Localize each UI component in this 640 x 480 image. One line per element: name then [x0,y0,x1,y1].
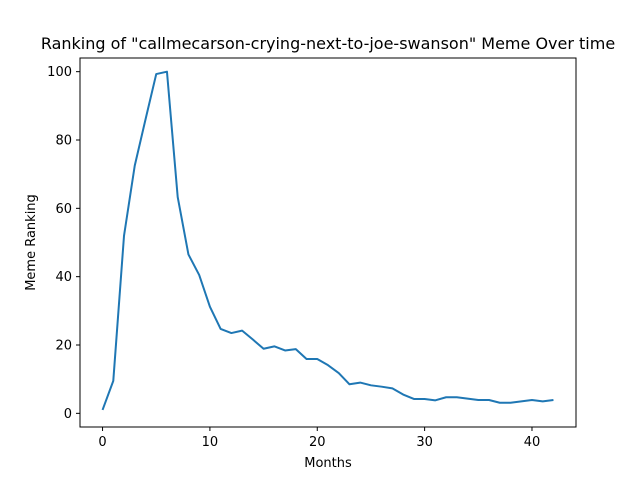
x-axis: 0 10 20 30 40 [98,427,540,450]
y-tick-label: 0 [64,407,72,422]
x-tick-label: 30 [416,435,433,450]
x-tick-label: 0 [98,435,106,450]
x-axis-label: Months [304,456,352,471]
x-tick-label: 10 [202,435,219,450]
y-tick-label: 100 [47,65,72,80]
y-axis: 0 20 40 60 80 100 [47,65,80,422]
series-line-0 [101,70,554,411]
y-tick-label: 60 [55,202,72,217]
y-tick-label: 40 [55,270,72,285]
x-tick-label: 20 [309,435,326,450]
plot-area [101,70,554,411]
chart-title: Ranking of "callmecarson-crying-next-to-… [41,34,615,53]
y-tick-label: 80 [55,134,72,149]
plot-frame [79,57,577,428]
y-tick-label: 20 [55,339,72,354]
y-axis-label: Meme Ranking [24,194,39,291]
x-tick-label: 40 [524,435,541,450]
